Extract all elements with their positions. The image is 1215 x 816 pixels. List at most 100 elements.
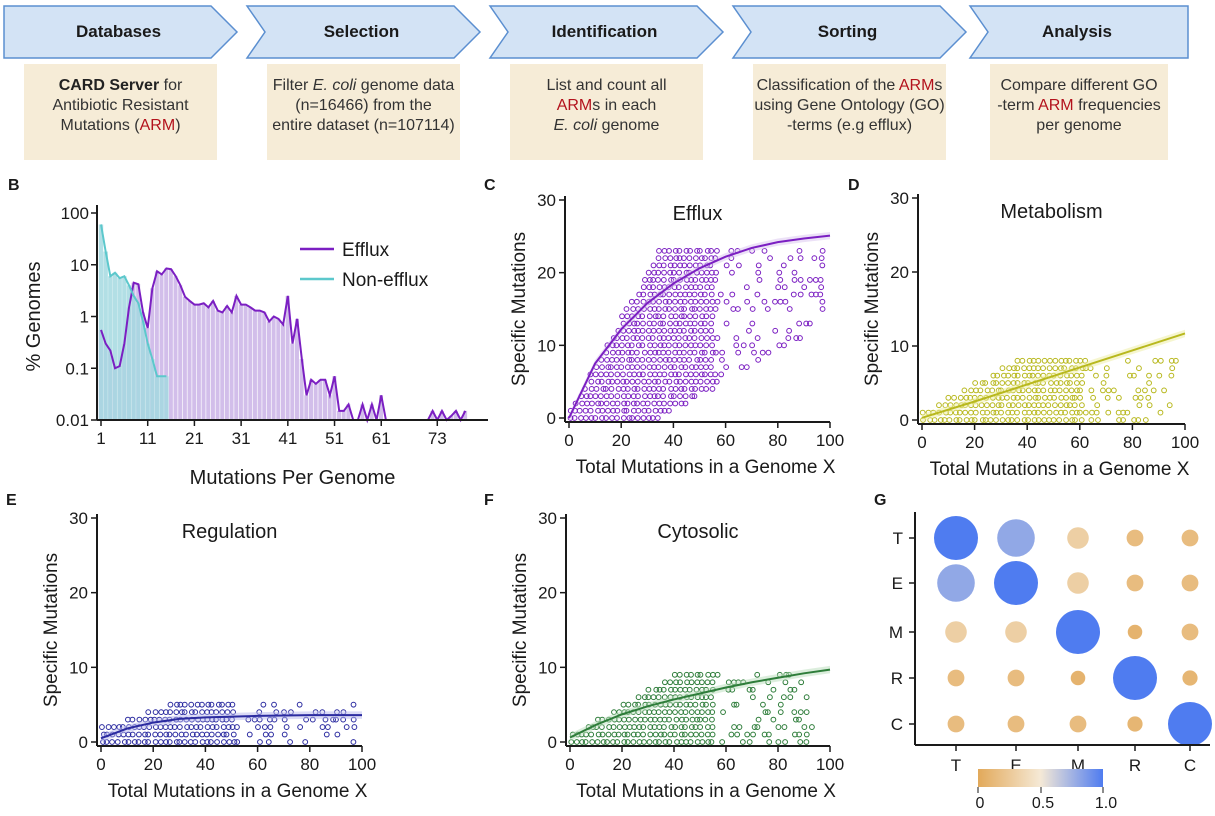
- data-point: [604, 356, 610, 363]
- data-point: [626, 371, 633, 378]
- data-point: [676, 320, 683, 327]
- data-point: [641, 378, 647, 385]
- data-point: [136, 716, 143, 723]
- data-point: [719, 356, 725, 363]
- data-point: [587, 407, 594, 414]
- data-point: [615, 731, 622, 738]
- heatmap-bubble: [1067, 527, 1089, 549]
- data-point: [777, 701, 784, 708]
- step-arrow: [731, 5, 968, 59]
- data-point: [1040, 387, 1047, 394]
- data-point: [662, 356, 669, 363]
- data-point: [594, 739, 601, 745]
- data-point: [1071, 394, 1078, 401]
- fit-confidence-band: [569, 231, 830, 422]
- panel-letter-B: B: [8, 177, 20, 194]
- data-point: [682, 709, 689, 716]
- data-point: [818, 284, 825, 291]
- data-point: [1008, 417, 1015, 423]
- data-point: [968, 409, 974, 416]
- data-point: [770, 716, 777, 723]
- data-point: [796, 716, 802, 723]
- step-description-box: [24, 64, 217, 160]
- data-point: [162, 724, 169, 730]
- data-point: [712, 277, 719, 283]
- data-point: [1100, 387, 1106, 394]
- data-point: [152, 709, 159, 716]
- data-point: [205, 701, 212, 708]
- data-point: [671, 671, 678, 678]
- non-efflux-bar: [140, 321, 146, 420]
- data-point: [703, 386, 710, 392]
- efflux-bar: [159, 274, 164, 420]
- data-point: [625, 393, 632, 400]
- data-point: [1058, 409, 1064, 416]
- step-title: Selection: [323, 22, 400, 41]
- data-point: [719, 739, 726, 745]
- data-point: [640, 284, 647, 291]
- efflux-bar: [369, 404, 375, 420]
- x-axis-label: Total Mutations in a Genome X: [576, 781, 836, 802]
- data-point: [766, 739, 773, 745]
- data-point: [677, 298, 684, 305]
- data-point: [689, 716, 696, 723]
- x-tick-label: 61: [372, 429, 391, 448]
- data-point: [1026, 372, 1033, 379]
- data-point: [645, 327, 652, 334]
- data-point: [157, 731, 164, 738]
- data-point: [651, 306, 658, 312]
- data-point: [702, 371, 708, 378]
- data-point: [630, 400, 637, 407]
- data-point: [265, 739, 272, 745]
- data-point: [1040, 409, 1047, 416]
- data-point: [645, 269, 652, 276]
- data-point: [635, 407, 642, 414]
- data-point: [613, 356, 620, 363]
- data-point: [1156, 372, 1163, 379]
- data-point: [693, 371, 699, 378]
- data-point: [1104, 394, 1111, 401]
- data-point: [692, 298, 699, 305]
- data-point: [702, 716, 709, 723]
- data-point: [751, 724, 758, 730]
- data-point: [797, 277, 804, 283]
- data-point: [656, 298, 662, 305]
- data-point: [632, 716, 639, 723]
- data-point: [1116, 417, 1122, 423]
- data-point: [662, 739, 669, 745]
- data-point: [634, 364, 641, 371]
- heatmap-bubble: [937, 564, 975, 602]
- data-point: [1014, 394, 1021, 401]
- data-point: [687, 247, 693, 254]
- data-point: [614, 415, 620, 421]
- data-point: [655, 255, 662, 262]
- data-point: [672, 400, 679, 407]
- data-point: [796, 247, 803, 254]
- data-point: [990, 380, 997, 386]
- data-point: [719, 349, 726, 356]
- data-point: [692, 701, 699, 708]
- data-point: [740, 342, 747, 349]
- data-point: [1146, 380, 1152, 386]
- step-description-box: [990, 64, 1168, 160]
- data-point: [660, 277, 667, 283]
- data-point: [677, 393, 683, 400]
- data-point: [343, 724, 350, 730]
- col-label: R: [1129, 756, 1141, 775]
- data-point: [776, 342, 783, 349]
- data-point: [667, 255, 674, 262]
- data-point: [1135, 387, 1142, 394]
- data-point: [188, 701, 195, 708]
- colorbar-tick-label: 1.0: [1095, 795, 1117, 812]
- data-point: [692, 255, 699, 262]
- data-point: [662, 298, 669, 305]
- x-tick-label: 1: [96, 429, 105, 448]
- data-point: [661, 400, 667, 407]
- data-point: [1025, 417, 1031, 423]
- data-point: [611, 731, 618, 738]
- data-point: [772, 298, 778, 305]
- data-point: [99, 724, 105, 730]
- data-point: [635, 342, 642, 349]
- data-point: [728, 731, 735, 738]
- data-point: [786, 306, 793, 312]
